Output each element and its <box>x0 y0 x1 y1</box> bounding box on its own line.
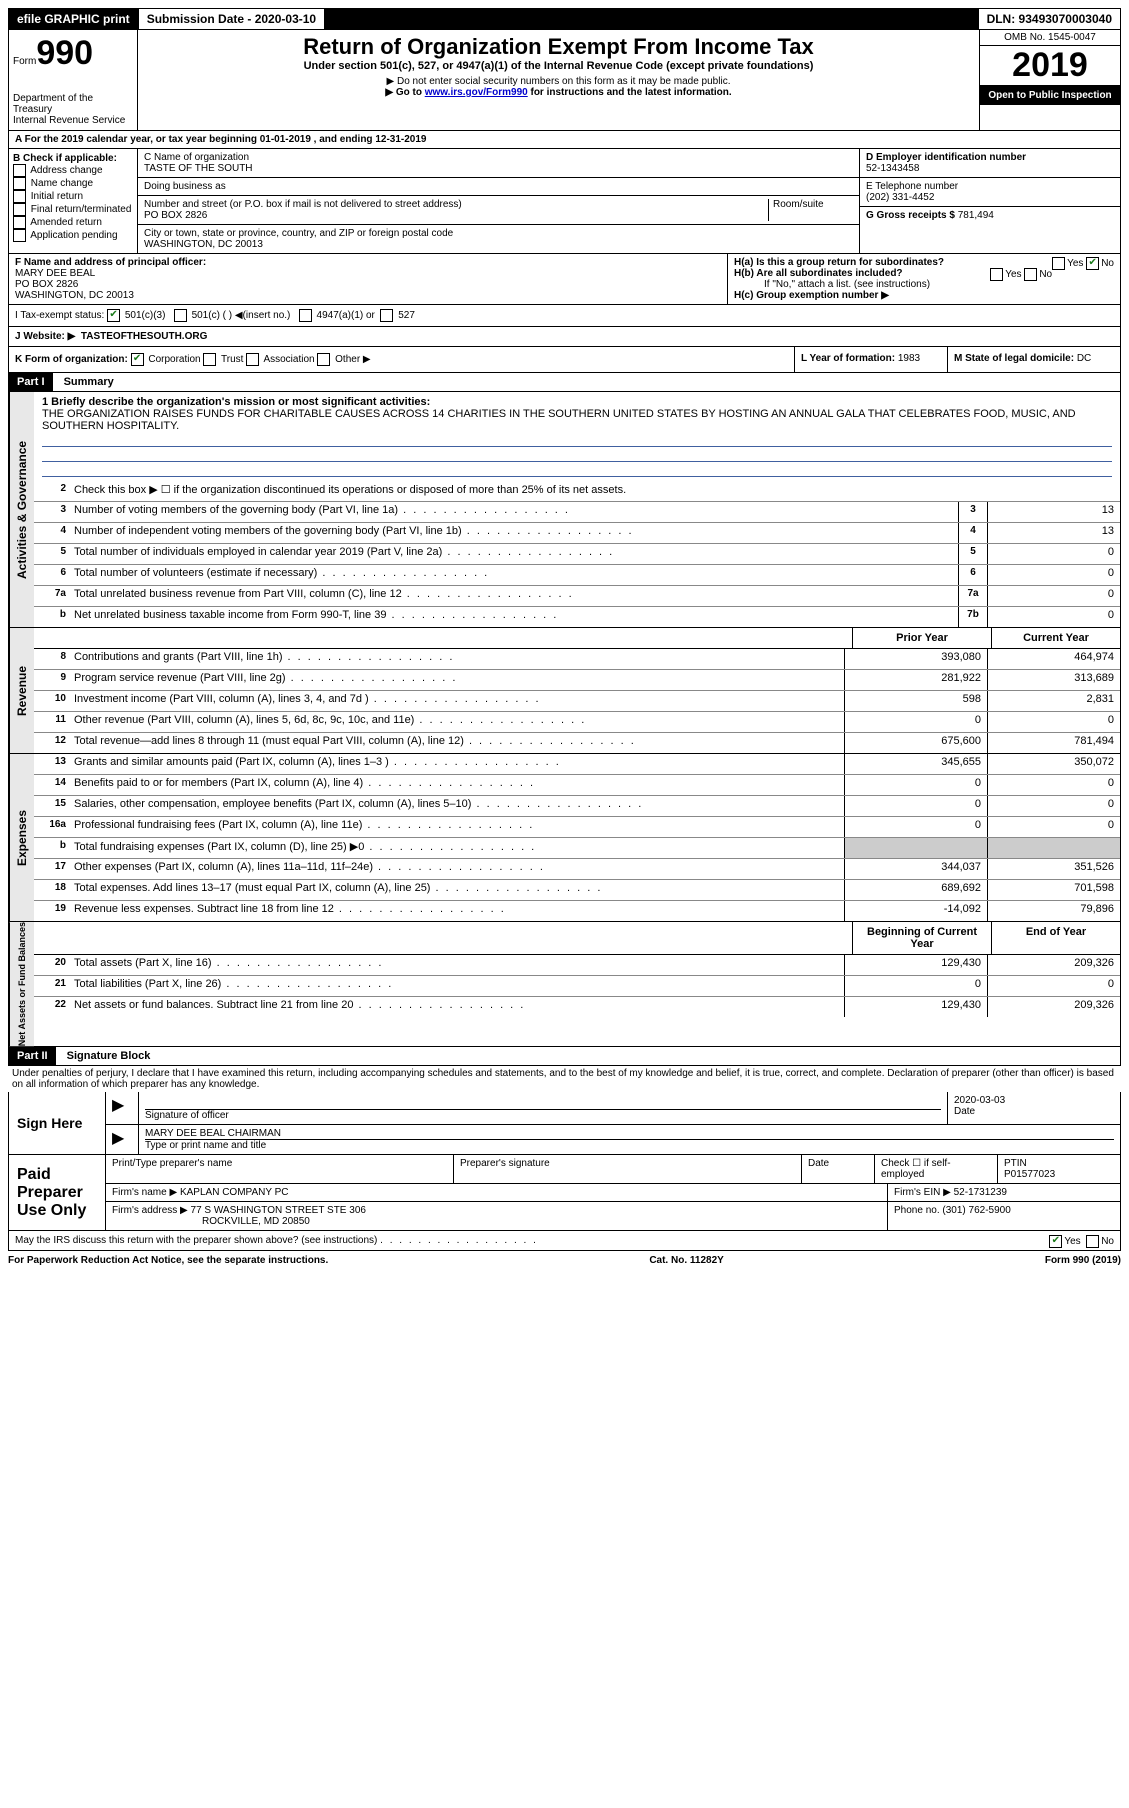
officer-group-row: F Name and address of principal officer:… <box>8 254 1121 305</box>
part2-header: Part II Signature Block <box>8 1047 1121 1066</box>
org-name: TASTE OF THE SOUTH <box>144 163 853 174</box>
website: TASTEOFTHESOUTH.ORG <box>81 331 207 342</box>
part1-header: Part I Summary <box>8 373 1121 392</box>
tax-exempt-row: I Tax-exempt status: 501(c)(3) 501(c) ( … <box>8 305 1121 327</box>
checkbox-discuss-yes[interactable] <box>1049 1235 1062 1248</box>
checkbox-amended-return[interactable] <box>13 216 26 229</box>
org-info-grid: B Check if applicable: Address change Na… <box>8 149 1121 254</box>
efile-graphic-label: efile GRAPHIC print <box>9 9 139 29</box>
telephone: (202) 331-4452 <box>866 192 1114 203</box>
efile-header: efile GRAPHIC print Submission Date - 20… <box>8 8 1121 30</box>
signature-block: Sign Here ▶ Signature of officer 2020-03… <box>8 1092 1121 1231</box>
checkbox-final-return[interactable] <box>13 203 26 216</box>
checkbox-501c3[interactable] <box>107 309 120 322</box>
expenses-section: Expenses 13 Grants and similar amounts p… <box>8 754 1121 922</box>
mission-text: THE ORGANIZATION RAISES FUNDS FOR CHARIT… <box>42 408 1112 432</box>
perjury-statement: Under penalties of perjury, I declare th… <box>8 1066 1121 1092</box>
submission-date: Submission Date - 2020-03-10 <box>139 9 325 29</box>
period-line: A For the 2019 calendar year, or tax yea… <box>8 131 1121 149</box>
page-footer: For Paperwork Reduction Act Notice, see … <box>8 1251 1121 1270</box>
checkbox-discuss-no[interactable] <box>1086 1235 1099 1248</box>
checkbox-group-return-no[interactable] <box>1086 257 1099 270</box>
checkbox-application-pending[interactable] <box>13 229 26 242</box>
checkbox-corporation[interactable] <box>131 353 144 366</box>
gross-receipts: 781,494 <box>958 210 994 221</box>
tax-year: 2019 <box>980 46 1120 86</box>
irs-link[interactable]: www.irs.gov/Form990 <box>425 87 528 98</box>
website-row: J Website: ▶ TASTEOFTHESOUTH.ORG <box>8 327 1121 347</box>
form-title: Return of Organization Exempt From Incom… <box>142 34 975 60</box>
form-title-block: Form990 Department of the Treasury Inter… <box>8 30 1121 131</box>
klm-row: K Form of organization: Corporation Trus… <box>8 347 1121 373</box>
revenue-section: Revenue Prior Year Current Year 8 Contri… <box>8 628 1121 754</box>
activities-governance-section: Activities & Governance 1 Briefly descri… <box>8 392 1121 628</box>
net-assets-section: Net Assets or Fund Balances Beginning of… <box>8 922 1121 1047</box>
checkbox-initial-return[interactable] <box>13 190 26 203</box>
checkbox-address-change[interactable] <box>13 164 26 177</box>
checkbox-name-change[interactable] <box>13 177 26 190</box>
form-number: 990 <box>36 34 93 72</box>
dln: DLN: 93493070003040 <box>979 9 1120 29</box>
ein: 52-1343458 <box>866 163 1114 174</box>
